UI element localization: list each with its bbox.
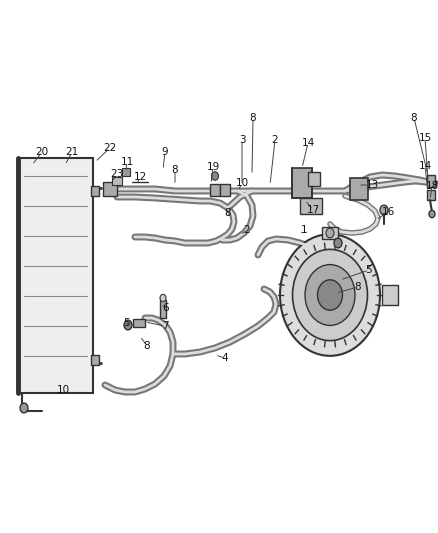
Circle shape <box>334 238 342 248</box>
Circle shape <box>305 264 355 326</box>
Text: 8: 8 <box>225 208 231 218</box>
Text: 14: 14 <box>418 161 431 171</box>
Circle shape <box>212 172 219 180</box>
Bar <box>350 178 368 200</box>
Text: 20: 20 <box>35 147 49 157</box>
Bar <box>91 186 99 196</box>
Text: 5: 5 <box>366 265 372 275</box>
Text: 19: 19 <box>206 162 219 172</box>
Text: 16: 16 <box>381 207 395 217</box>
Text: 2: 2 <box>244 225 250 235</box>
Text: 18: 18 <box>425 181 438 191</box>
Text: 21: 21 <box>65 147 79 157</box>
Text: 11: 11 <box>120 157 134 167</box>
Text: 17: 17 <box>306 205 320 215</box>
Bar <box>300 198 322 214</box>
Bar <box>112 177 122 185</box>
Circle shape <box>380 205 388 215</box>
Text: 15: 15 <box>418 133 431 143</box>
Text: 8: 8 <box>355 282 361 292</box>
Bar <box>382 285 398 305</box>
Text: 3: 3 <box>239 135 245 145</box>
Text: 6: 6 <box>162 303 170 313</box>
Text: 10: 10 <box>236 178 248 188</box>
Bar <box>292 168 312 198</box>
Text: 1: 1 <box>301 225 307 235</box>
Circle shape <box>318 280 343 310</box>
Circle shape <box>326 228 334 238</box>
Bar <box>18 158 93 393</box>
Bar <box>103 182 117 196</box>
Text: 8: 8 <box>172 165 178 175</box>
Text: 9: 9 <box>162 147 168 157</box>
Text: 22: 22 <box>103 143 117 153</box>
Text: 12: 12 <box>134 172 147 182</box>
Circle shape <box>293 249 367 341</box>
Text: 14: 14 <box>301 138 314 148</box>
Bar <box>427 175 435 187</box>
Bar <box>160 300 166 318</box>
Text: 7: 7 <box>162 321 168 331</box>
Text: 4: 4 <box>222 353 228 363</box>
Text: 8: 8 <box>144 341 150 351</box>
Bar <box>427 190 435 200</box>
Circle shape <box>20 403 28 413</box>
Circle shape <box>280 234 380 356</box>
Bar <box>220 184 230 196</box>
Bar <box>91 355 99 365</box>
Text: 2: 2 <box>272 135 278 145</box>
Text: 10: 10 <box>57 385 70 395</box>
Bar <box>210 184 220 196</box>
Bar <box>322 227 338 239</box>
Bar <box>133 319 145 327</box>
Bar <box>308 172 320 186</box>
Circle shape <box>429 211 435 217</box>
Text: 8: 8 <box>411 113 417 123</box>
Text: 8: 8 <box>250 113 256 123</box>
Text: 23: 23 <box>110 169 124 179</box>
Circle shape <box>124 320 132 330</box>
Text: 13: 13 <box>365 180 378 190</box>
Bar <box>122 168 130 176</box>
Circle shape <box>160 294 166 302</box>
Text: 5: 5 <box>124 318 131 328</box>
